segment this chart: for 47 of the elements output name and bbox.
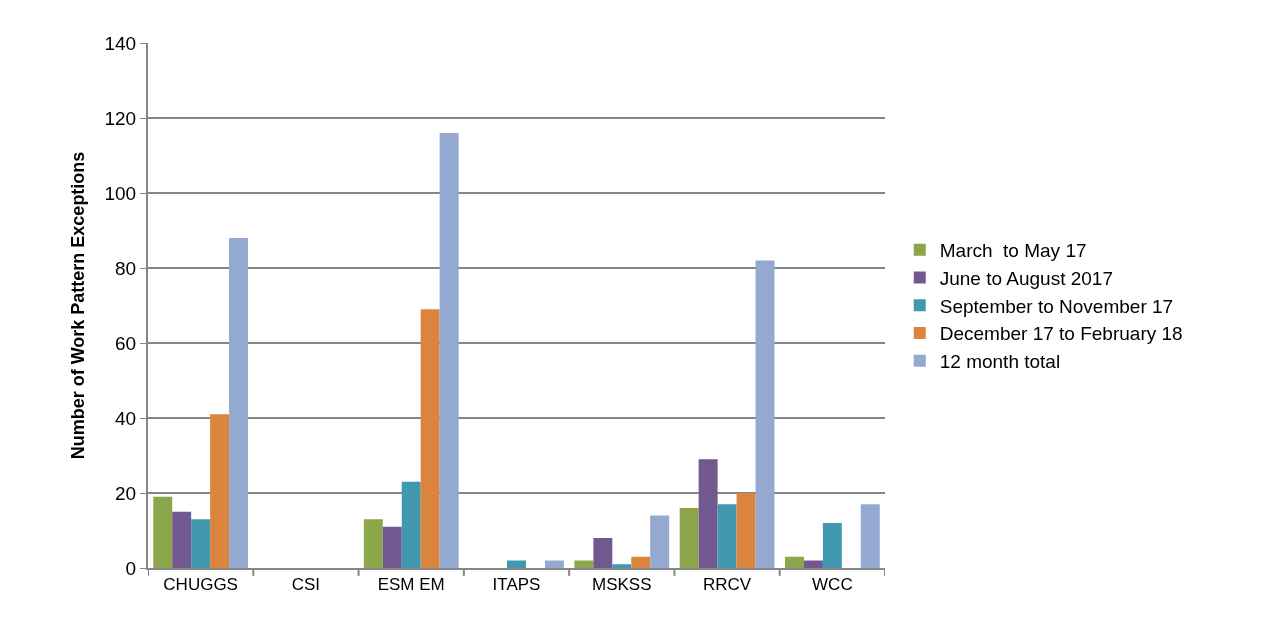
legend-label: March to May 17: [939, 240, 1087, 262]
x-tick-label: WCC: [812, 575, 853, 595]
y-tick-label: 120: [104, 107, 137, 129]
y-tick-label: 140: [104, 32, 137, 54]
bar: [382, 526, 402, 568]
bar: [631, 556, 651, 568]
y-axis-title: Number of Work Pattern Exceptions: [68, 151, 89, 460]
legend-label: December 17 to February 18: [939, 323, 1183, 345]
x-tick-label: CSI: [291, 575, 321, 595]
y-tick-label: 0: [125, 557, 137, 579]
bar: [507, 560, 526, 568]
bar: [401, 481, 421, 568]
bar: [650, 515, 670, 568]
bar: [420, 309, 440, 568]
bar: [153, 496, 173, 568]
bar: [698, 459, 718, 568]
bar: [210, 414, 230, 568]
bar: [363, 519, 383, 568]
x-tick-label: ESM EM: [377, 575, 445, 595]
bar: [612, 564, 632, 568]
bar: [172, 511, 192, 568]
bar: [574, 560, 594, 568]
y-tick-label: 100: [104, 182, 137, 204]
y-tick-label: 40: [115, 407, 137, 429]
legend-label: September to November 17: [939, 295, 1174, 317]
bar: [822, 523, 842, 568]
bar: [229, 238, 249, 568]
bar: [593, 538, 613, 568]
bar: [544, 560, 564, 568]
bar: [717, 504, 737, 568]
x-tick-label: CHUGGS: [163, 575, 238, 595]
x-tick-label: RRCV: [702, 575, 752, 595]
bar: [803, 560, 823, 568]
y-tick-label: 60: [115, 332, 137, 354]
y-tick-label: 80: [115, 257, 137, 279]
bar: [439, 133, 459, 568]
legend-label: 12 month total: [939, 351, 1061, 373]
bar: [191, 519, 211, 568]
bar: [736, 493, 756, 568]
bar: [679, 508, 699, 568]
y-tick-label: 20: [115, 482, 137, 504]
bar: [784, 556, 804, 568]
bar: [860, 504, 880, 568]
bar: [755, 260, 775, 568]
x-tick-label: MSKSS: [592, 575, 652, 595]
legend-label: June to August 2017: [939, 267, 1114, 289]
x-tick-label: ITAPS: [492, 575, 541, 595]
